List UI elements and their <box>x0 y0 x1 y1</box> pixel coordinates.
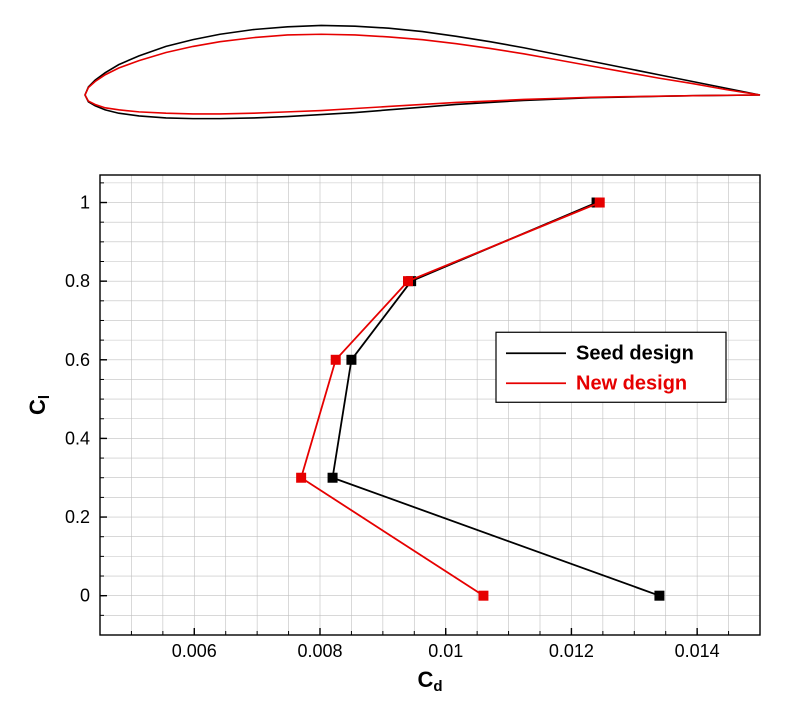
x-axis-label: Cd <box>417 667 442 695</box>
y-axis-label: Cl <box>25 395 53 415</box>
series-marker <box>655 591 664 600</box>
plot-background <box>100 175 760 635</box>
series-marker <box>297 473 306 482</box>
y-tick-label: 1 <box>80 193 90 213</box>
x-tick-label: 0.006 <box>172 641 217 661</box>
x-tick-label: 0.012 <box>549 641 594 661</box>
drag-polar-chart: 0.006 0.008 0.01 0.012 0.014 0 0.2 0.4 0.6 0.8 1 Cd… <box>0 155 792 703</box>
series-marker <box>331 355 340 364</box>
y-tick-label: 0.2 <box>65 507 90 527</box>
x-tick-label: 0.014 <box>675 641 720 661</box>
y-tick-label: 0.8 <box>65 271 90 291</box>
legend: Seed design New design <box>496 332 726 402</box>
airfoil-profile <box>0 5 792 155</box>
y-tick-label: 0 <box>80 586 90 606</box>
series-marker <box>347 355 356 364</box>
legend-label: Seed design <box>576 342 694 364</box>
x-tick-label: 0.01 <box>428 641 463 661</box>
y-tick-label: 0.4 <box>65 428 90 448</box>
legend-label: New design <box>576 372 687 394</box>
series-marker <box>328 473 337 482</box>
series-marker <box>595 198 604 207</box>
series-marker <box>479 591 488 600</box>
x-tick-label: 0.008 <box>297 641 342 661</box>
series-marker <box>404 277 413 286</box>
y-tick-label: 0.6 <box>65 350 90 370</box>
